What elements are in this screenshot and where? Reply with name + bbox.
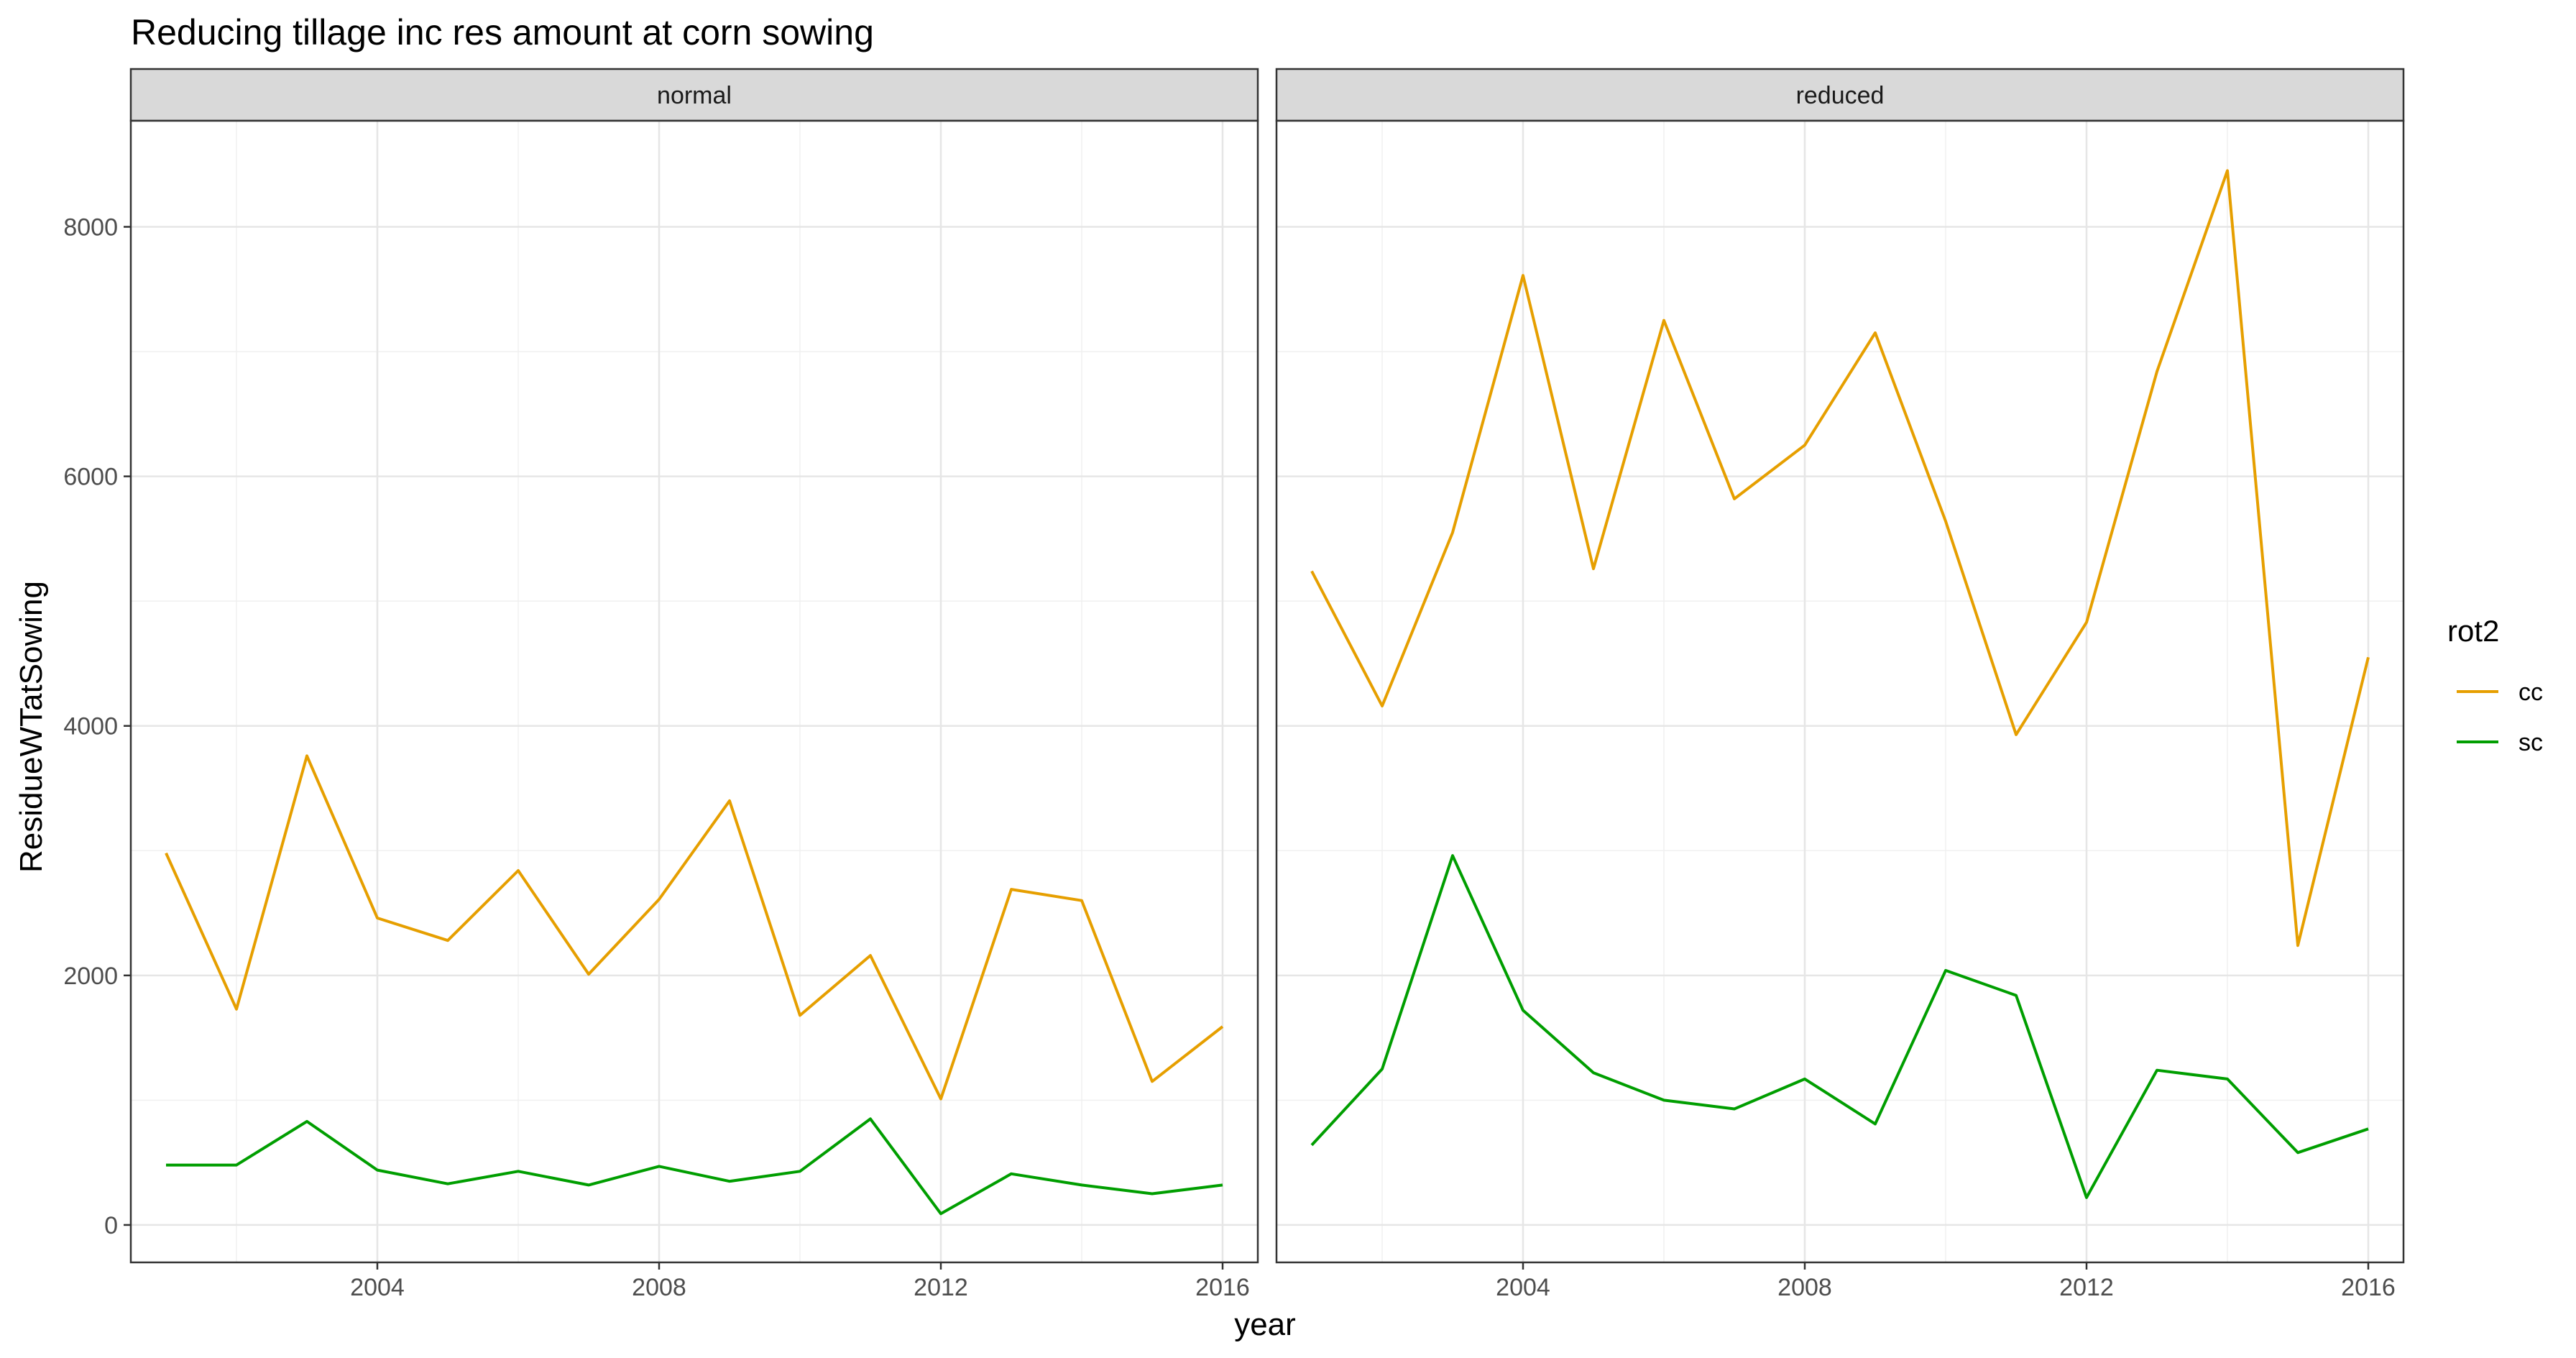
facet-panel-reduced: reduced 2004 2008 2012 2016 <box>1275 68 2405 1301</box>
series-line-reduced-cc <box>1310 169 2370 948</box>
series-line-normal-cc <box>165 754 1224 1101</box>
x-axis-title: year <box>1234 1307 1296 1342</box>
panel-background <box>1276 121 2404 1262</box>
x-tick-label: 2016 <box>2341 1274 2396 1301</box>
x-tick-label: 2012 <box>914 1274 968 1301</box>
y-tick-label: 8000 <box>63 214 118 242</box>
y-tick-label: 4000 <box>63 713 118 740</box>
x-tick-label: 2008 <box>1777 1274 1832 1301</box>
legend-label-sc: sc <box>2518 729 2543 756</box>
legend-label-cc: cc <box>2518 679 2543 706</box>
y-axis-title: ResidueWTatSowing <box>14 581 49 873</box>
series-line-normal-sc <box>166 1117 1223 1216</box>
facet-strip-label: reduced <box>1796 82 1885 109</box>
x-tick-label: 2004 <box>1496 1274 1550 1301</box>
series-line-reduced-sc <box>1310 854 2369 1199</box>
x-tick-label: 2004 <box>350 1274 405 1301</box>
x-tick-label: 2008 <box>632 1274 686 1301</box>
x-tick-label: 2016 <box>1195 1274 1250 1301</box>
y-tick-label: 0 <box>104 1212 118 1239</box>
panel-background <box>131 121 1258 1262</box>
panel-border <box>1275 119 2405 1264</box>
legend-keys: cc sc <box>2457 679 2543 756</box>
facet-panel-normal: normal 2004 2008 2012 2016 0 2000 4000 6000 8000 <box>63 68 1259 1301</box>
chart-title: Reducing tillage inc res amount at corn … <box>131 12 874 52</box>
y-tick-label: 6000 <box>63 464 118 491</box>
y-tick-label: 2000 <box>63 963 118 990</box>
facet-strip-normal <box>129 68 1259 122</box>
legend: rot2 cc sc <box>2447 614 2543 756</box>
legend-title: rot2 <box>2447 614 2499 648</box>
facet-strip-label: normal <box>657 82 732 109</box>
facet-panels: normal 2004 2008 2012 2016 0 2000 4000 6000 8000 r… <box>63 68 2405 1301</box>
x-tick-label: 2012 <box>2059 1274 2114 1301</box>
panel-border <box>129 119 1259 1264</box>
